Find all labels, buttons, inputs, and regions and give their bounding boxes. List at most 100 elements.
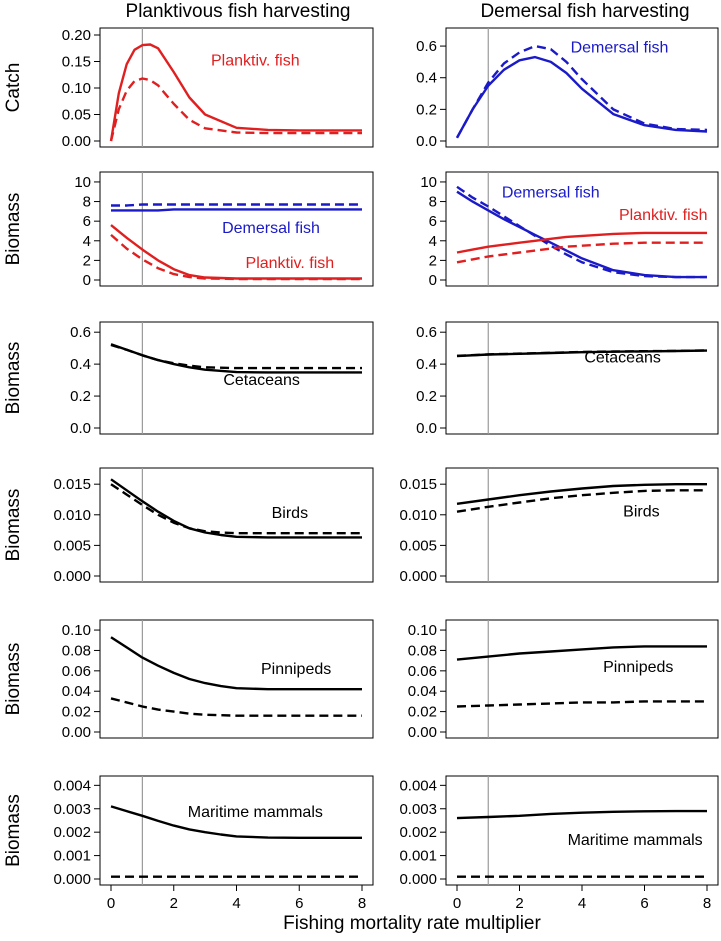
panel-r3c1: 0.000 0.005 0.010 0.015 Birds [399, 467, 719, 585]
panel-r2c0: 0.0 0.2 0.4 0.6 Biomass Cetaceans [3, 321, 374, 437]
y-tick-label: 0.000 [399, 568, 437, 585]
y-tick-label: 0 [83, 272, 91, 289]
series-line-dashed [110, 343, 362, 370]
series-line-solid [110, 636, 362, 691]
series-line-dashed [110, 233, 362, 281]
series-line-dashed [456, 185, 707, 279]
series-line-solid [456, 809, 707, 820]
series-annotation: Planktiv. fish [211, 53, 300, 70]
panel-frame [99, 321, 374, 435]
y-tick-label: 0.015 [53, 476, 91, 493]
y-tick-label: 0 [429, 272, 437, 289]
series-annotation: Pinnipeds [261, 661, 331, 678]
y-tick-label: 10 [74, 174, 91, 191]
x-tick-label: 2 [515, 895, 523, 912]
x-tick-label: 0 [107, 895, 115, 912]
panel-r0c1: 0.0 0.2 0.4 0.6 Demersal fish [416, 27, 719, 150]
series-line-dashed [109, 77, 362, 142]
y-tick-label: 0.000 [399, 871, 437, 888]
panel-frame [445, 775, 719, 886]
x-tick-label: 6 [640, 895, 648, 912]
series-annotation: Pinnipeds [603, 659, 673, 676]
y-axis-label: Biomass [3, 342, 24, 415]
panel-r0c0: 0.00 0.05 0.10 0.15 0.20 Catch Planktiv. fish [3, 27, 374, 150]
y-tick-label: 0.001 [53, 848, 91, 865]
y-tick-label: 0.20 [62, 27, 91, 44]
y-tick-label: 4 [429, 233, 437, 250]
series-annotation: Planktiv. fish [246, 255, 335, 272]
y-tick-label: 0.06 [408, 663, 437, 680]
panel-r5c1: 0.000 0.001 0.002 0.003 0.004 0 2 4 6 8 Maritime m… [399, 775, 719, 912]
panel-r2c1: 0.0 0.2 0.4 0.6 Cetaceans [416, 321, 719, 437]
y-tick-label: 10 [420, 174, 437, 191]
x-tick-label: 4 [578, 895, 586, 912]
panel-frame [445, 27, 719, 148]
panel-r1c1: 0 2 4 6 8 10 Demersal fish Planktiv. fish [420, 171, 719, 289]
y-tick-label: 0.0 [70, 420, 91, 437]
panel-frame [445, 619, 719, 739]
y-tick-label: 0.010 [53, 507, 91, 524]
y-tick-label: 0.002 [399, 824, 437, 841]
y-tick-label: 0.02 [408, 704, 437, 721]
y-tick-label: 0.6 [416, 38, 437, 55]
panel-r5c0: 0.000 0.001 0.002 0.003 0.004 0 2 4 6 8 Biomass Mar… [3, 775, 374, 912]
y-tick-label: 0.02 [62, 704, 91, 721]
series-line-solid [456, 231, 707, 254]
y-tick-label: 8 [429, 194, 437, 211]
y-tick-label: 2 [83, 252, 91, 269]
series-annotation: Planktiv. fish [619, 207, 708, 224]
series-line-solid [111, 208, 362, 212]
series-annotation: Maritime mammals [568, 832, 703, 849]
y-tick-label: 0.001 [399, 848, 437, 865]
series-line-solid [456, 190, 707, 279]
series-line-solid [456, 349, 708, 358]
panel-frame [99, 171, 374, 287]
y-tick-label: 0.004 [53, 777, 91, 794]
y-tick-label: 0.003 [53, 801, 91, 818]
y-tick-label: 0.00 [62, 133, 91, 150]
series-line-dashed [456, 700, 707, 708]
series-annotation: Cetaceans [584, 350, 661, 367]
column-title-left: Planktivous fish harvesting [126, 1, 351, 22]
y-tick-label: 0.00 [408, 724, 437, 741]
series-line-solid [456, 645, 707, 661]
column-title-right: Demersal fish harvesting [480, 1, 689, 22]
series-line-solid [455, 55, 708, 139]
panel-r1c0: 0 2 4 6 8 10 Biomass Demersal fish Planktiv. fis… [3, 171, 374, 289]
y-tick-label: 0.005 [53, 537, 91, 554]
y-tick-label: 0.10 [62, 80, 91, 97]
y-tick-label: 0.15 [62, 54, 91, 71]
x-tick-label: 8 [358, 895, 366, 912]
y-tick-label: 0.0 [416, 420, 437, 437]
y-tick-label: 0.6 [70, 324, 91, 341]
y-tick-label: 0.10 [408, 622, 437, 639]
y-tick-label: 0.4 [70, 356, 91, 373]
y-tick-label: 0.005 [399, 537, 437, 554]
y-axis-label: Biomass [3, 794, 24, 867]
x-tick-label: 4 [232, 895, 240, 912]
y-tick-label: 6 [83, 213, 91, 230]
y-tick-label: 0.015 [399, 476, 437, 493]
panel-r4c0: 0.00 0.02 0.04 0.06 0.08 0.10 Biomass Pinnipeds [3, 619, 374, 741]
y-axis-label: Biomass [3, 193, 24, 266]
y-tick-label: 0.05 [62, 107, 91, 124]
y-tick-label: 0.000 [53, 568, 91, 585]
series-annotation: Birds [623, 504, 659, 521]
y-tick-label: 0.08 [62, 642, 91, 659]
series-annotation: Demersal fish [571, 39, 669, 56]
panel-frame [445, 467, 719, 583]
x-tick-label: 6 [295, 895, 303, 912]
panel-frame [99, 467, 374, 583]
y-tick-label: 0.2 [416, 388, 437, 405]
y-tick-label: 0.00 [62, 724, 91, 741]
x-tick-label: 2 [170, 895, 178, 912]
y-tick-label: 4 [83, 233, 91, 250]
y-tick-label: 0.04 [408, 683, 437, 700]
y-tick-label: 0.000 [53, 871, 91, 888]
y-tick-label: 0.4 [416, 356, 437, 373]
y-tick-label: 0.06 [62, 663, 91, 680]
series-line-solid [456, 483, 707, 505]
series-line-dashed [456, 489, 707, 513]
panel-r4c1: 0.00 0.02 0.04 0.06 0.08 0.10 Pinnipeds [408, 619, 719, 741]
